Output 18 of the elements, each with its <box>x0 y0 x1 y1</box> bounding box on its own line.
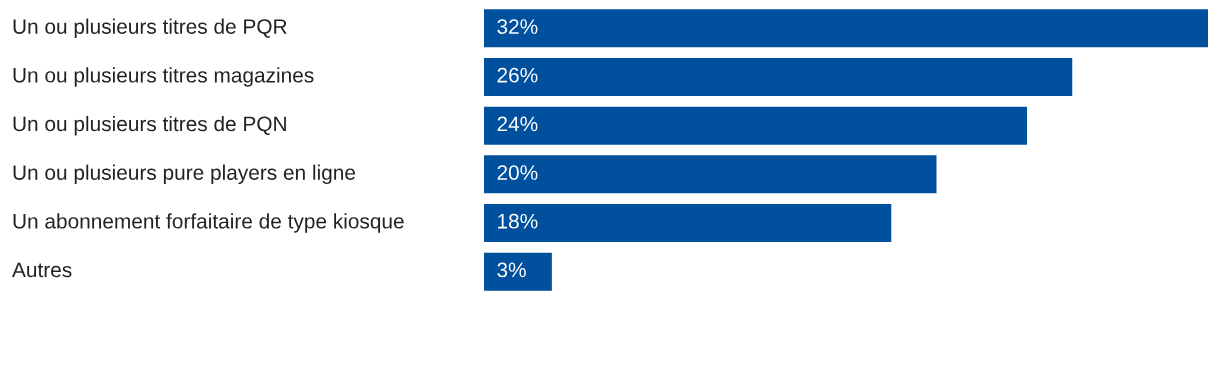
y-tick-label: Autres <box>12 262 72 278</box>
bar <box>484 252 552 291</box>
y-tick-label: Un ou plusieurs titres de PQR <box>13 18 287 39</box>
bar <box>484 155 937 194</box>
bar <box>484 9 1208 48</box>
data-label: 24% <box>497 116 538 132</box>
bar <box>484 58 1073 96</box>
y-tick-label: Un ou plusieurs pure players en ligne <box>13 164 356 185</box>
data-label: 18% <box>498 213 538 229</box>
bar <box>484 106 1027 145</box>
data-label: 3% <box>497 262 526 278</box>
y-tick-label: Un ou plusieurs titres de PQN <box>13 115 286 136</box>
data-label: 32% <box>497 19 538 34</box>
y-tick-label: Un abonnement forfaitaire de type kiosque <box>13 213 404 233</box>
data-label: 26% <box>497 67 538 83</box>
data-label: 20% <box>497 165 538 180</box>
bar <box>484 204 892 242</box>
y-tick-label: Un ou plusieurs titres magazines <box>13 67 314 87</box>
